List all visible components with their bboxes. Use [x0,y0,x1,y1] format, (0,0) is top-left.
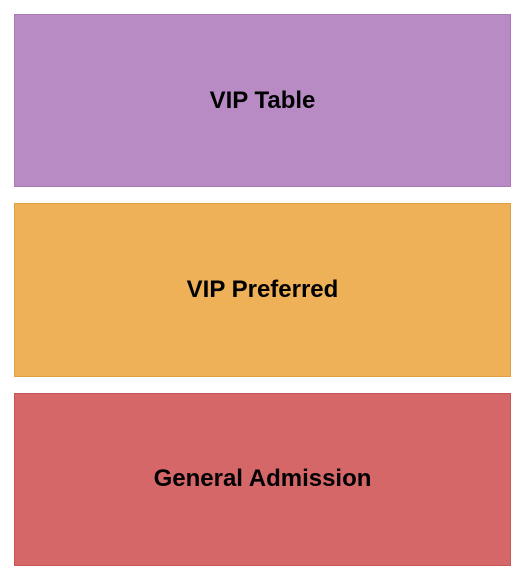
section-label: VIP Table [210,87,316,115]
section-vip-table[interactable]: VIP Table [14,14,511,187]
section-label: VIP Preferred [187,276,339,304]
section-label: General Admission [154,465,372,493]
section-general-admission[interactable]: General Admission [14,393,511,566]
section-vip-preferred[interactable]: VIP Preferred [14,203,511,376]
